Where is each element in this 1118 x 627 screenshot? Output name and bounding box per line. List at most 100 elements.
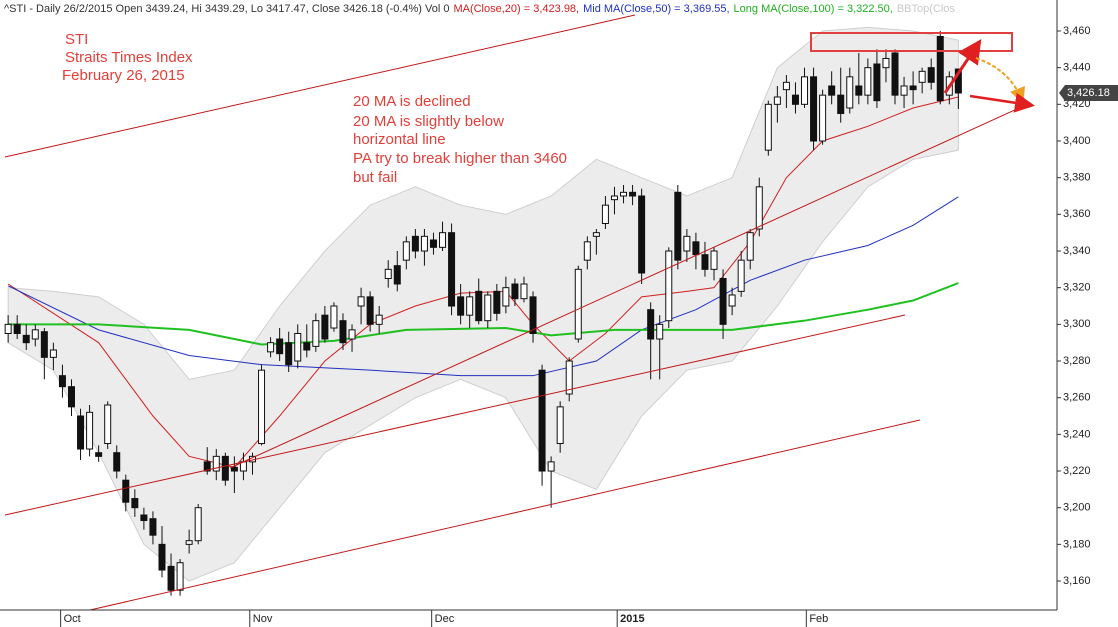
candle-body xyxy=(185,540,193,545)
candle-body xyxy=(583,241,591,261)
candle-body xyxy=(475,290,483,322)
header-part: Long MA(Close,100) = 3,322.50, xyxy=(734,3,893,15)
candle-body xyxy=(113,452,121,472)
channel-line xyxy=(89,419,921,611)
candle-body xyxy=(86,411,94,450)
candle-body xyxy=(230,466,238,472)
candle-body xyxy=(312,320,320,347)
y-tick-label: 3,240 xyxy=(1063,428,1091,440)
y-tick-label: 3,380 xyxy=(1063,172,1091,184)
candle-body xyxy=(466,296,474,316)
candle-body xyxy=(122,479,130,503)
candle-body xyxy=(158,543,166,571)
candle-body xyxy=(837,94,845,114)
candle-body xyxy=(638,195,646,274)
header-part: MA(Close,20) = 3,423.98, xyxy=(453,3,579,15)
last-price-tag xyxy=(1059,84,1118,101)
candle-body xyxy=(212,455,220,472)
candle-body xyxy=(67,386,75,408)
header-part: Mid MA(Close,50) = 3,369.55, xyxy=(583,3,729,15)
candle-body xyxy=(900,85,908,96)
candle-body xyxy=(439,232,447,248)
y-tick-label: 3,460 xyxy=(1063,25,1091,37)
arrow xyxy=(975,57,1025,104)
x-tick-label: Dec xyxy=(435,613,455,625)
candle-body xyxy=(511,283,519,300)
candle-body xyxy=(149,518,157,536)
note: PA try to break higher than 3460 xyxy=(353,150,567,167)
candle-body xyxy=(176,562,184,591)
candle-body xyxy=(864,67,872,96)
candle-body xyxy=(95,452,103,457)
note: but fail xyxy=(353,169,397,186)
candle-body xyxy=(737,259,745,292)
candle-body xyxy=(276,338,284,355)
candle-body xyxy=(393,265,401,285)
candle-body xyxy=(610,195,618,201)
candle-body xyxy=(556,406,564,445)
arrow xyxy=(943,39,982,94)
candle-body xyxy=(330,305,338,329)
note: horizontal line xyxy=(353,131,446,148)
y-tick-label: 3,400 xyxy=(1063,135,1091,147)
candle-body xyxy=(574,268,582,340)
candle-body xyxy=(692,241,700,256)
candle-body xyxy=(77,415,85,450)
arrow xyxy=(969,92,1035,113)
candle-body xyxy=(620,191,628,197)
candle-body xyxy=(529,296,537,335)
candle-body xyxy=(221,455,229,481)
header-part: ^STI - Daily 26/2/2015 Open 3439.24, Hi … xyxy=(4,3,449,15)
candle-body xyxy=(285,342,293,366)
y-tick-label: 3,200 xyxy=(1063,502,1091,514)
channel-lines xyxy=(4,14,1031,611)
resistance-box xyxy=(810,32,1013,52)
note: 20 MA is slightly below xyxy=(353,113,504,130)
candle-body xyxy=(429,239,437,248)
y-tick-label: 3,320 xyxy=(1063,282,1091,294)
candle-body xyxy=(131,498,139,509)
candle-body xyxy=(448,232,456,307)
candle-body xyxy=(701,254,709,270)
candle-body xyxy=(13,323,21,335)
candle-body xyxy=(656,323,664,340)
y-tick-label: 3,220 xyxy=(1063,465,1091,477)
channel-line xyxy=(4,14,636,158)
candle-body xyxy=(411,235,419,252)
candle-body xyxy=(601,204,609,225)
y-tick-label: 3,280 xyxy=(1063,355,1091,367)
x-tick-label: Feb xyxy=(809,613,828,625)
candle-body xyxy=(49,349,57,358)
candle-body xyxy=(674,191,682,261)
candle-body xyxy=(828,85,836,96)
candle-body xyxy=(538,369,546,472)
moving-average xyxy=(7,196,959,377)
candle-body xyxy=(755,186,763,230)
candle-body xyxy=(348,329,356,340)
candle-body xyxy=(140,514,148,522)
candle-body xyxy=(873,63,881,102)
candle-body xyxy=(384,268,392,280)
y-tick-label: 3,260 xyxy=(1063,392,1091,404)
candle-body xyxy=(782,81,790,91)
candle-body xyxy=(764,103,772,151)
candle-body xyxy=(954,68,962,94)
candle-body xyxy=(267,342,275,353)
y-tick-label: 3,180 xyxy=(1063,538,1091,550)
annotation: Straits Times Index xyxy=(65,49,193,66)
header-part: BBTop(Clos xyxy=(897,3,956,15)
channel-line xyxy=(4,314,906,516)
candle-body xyxy=(891,52,899,96)
candle-body xyxy=(31,329,39,340)
annotation: February 26, 2015 xyxy=(62,67,185,84)
candle-body xyxy=(104,404,112,445)
candle-body xyxy=(303,342,311,351)
candle-body xyxy=(502,287,510,307)
candle-body xyxy=(665,250,673,322)
candle-body xyxy=(710,250,718,270)
y-tick-label: 3,360 xyxy=(1063,208,1091,220)
header: ^STI - Daily 26/2/2015 Open 3439.24, Hi … xyxy=(4,3,955,15)
candle-body xyxy=(846,76,854,109)
candle-body xyxy=(592,232,600,237)
